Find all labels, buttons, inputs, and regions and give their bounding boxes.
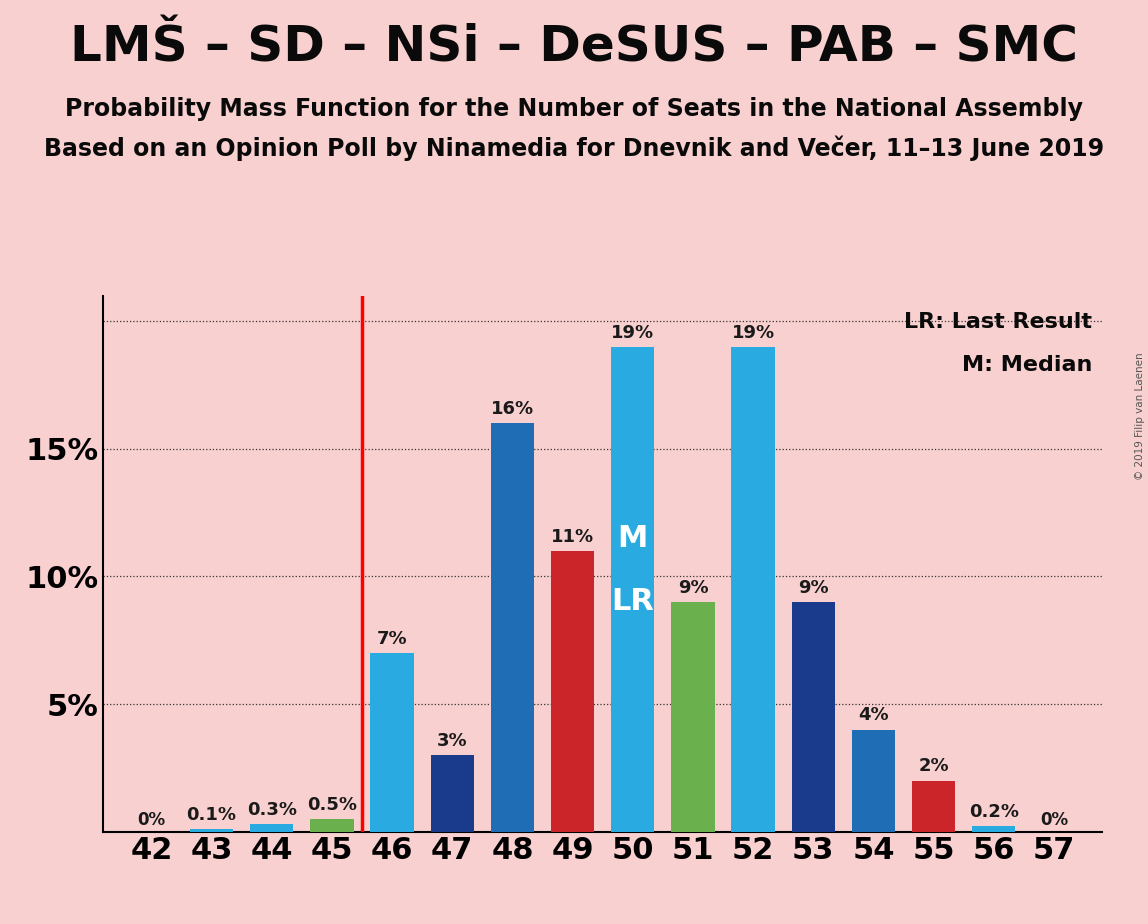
Text: 0.1%: 0.1% xyxy=(187,806,236,824)
Text: LR: Last Result: LR: Last Result xyxy=(905,311,1092,332)
Text: 19%: 19% xyxy=(611,323,654,342)
Bar xyxy=(551,551,595,832)
Text: 0.3%: 0.3% xyxy=(247,801,297,819)
Bar xyxy=(491,423,534,832)
Text: 4%: 4% xyxy=(859,707,889,724)
Bar xyxy=(852,730,895,832)
Text: 9%: 9% xyxy=(798,578,829,597)
Bar xyxy=(250,824,294,832)
Text: 11%: 11% xyxy=(551,528,595,546)
Text: 0%: 0% xyxy=(138,810,165,829)
Text: Probability Mass Function for the Number of Seats in the National Assembly: Probability Mass Function for the Number… xyxy=(65,97,1083,121)
Bar xyxy=(310,819,354,832)
Text: Based on an Opinion Poll by Ninamedia for Dnevnik and Večer, 11–13 June 2019: Based on an Opinion Poll by Ninamedia fo… xyxy=(44,136,1104,162)
Bar xyxy=(189,829,233,832)
Text: LR: LR xyxy=(612,588,654,616)
Text: 0.2%: 0.2% xyxy=(969,803,1018,821)
Text: 3%: 3% xyxy=(437,732,467,750)
Text: © 2019 Filip van Laenen: © 2019 Filip van Laenen xyxy=(1135,352,1145,480)
Text: 9%: 9% xyxy=(677,578,708,597)
Text: M: M xyxy=(618,524,647,553)
Text: 19%: 19% xyxy=(731,323,775,342)
Bar xyxy=(912,781,955,832)
Bar xyxy=(731,346,775,832)
Bar xyxy=(672,602,714,832)
Text: 0.5%: 0.5% xyxy=(307,796,357,814)
Bar xyxy=(611,346,654,832)
Text: M: Median: M: Median xyxy=(962,355,1092,374)
Bar xyxy=(792,602,835,832)
Bar xyxy=(430,755,474,832)
Text: 7%: 7% xyxy=(377,630,408,648)
Bar xyxy=(371,653,413,832)
Text: LMŠ – SD – NSi – DeSUS – PAB – SMC: LMŠ – SD – NSi – DeSUS – PAB – SMC xyxy=(70,23,1078,71)
Bar xyxy=(972,826,1016,832)
Text: 2%: 2% xyxy=(918,758,949,775)
Text: 0%: 0% xyxy=(1040,810,1068,829)
Text: 16%: 16% xyxy=(491,400,534,419)
